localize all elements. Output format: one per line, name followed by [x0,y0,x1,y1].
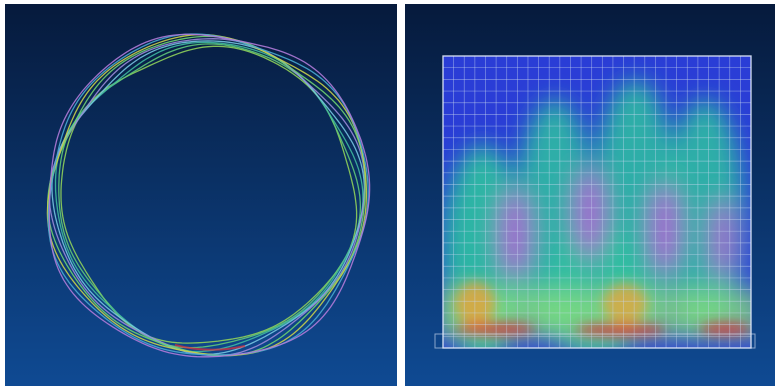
cylinder-mesh-view [405,4,775,386]
ring-mesh-line [60,45,358,344]
ring-mesh-view [5,4,397,386]
ring-mesh-line [48,33,371,358]
mesh-grid [442,55,752,349]
cylinder-side-view-panel [405,4,775,386]
cylinder-base-ring [434,333,756,349]
ring-hot-segment [174,344,246,351]
ring-top-view-panel [5,4,397,386]
ring-mesh [46,33,371,358]
viewport-background [5,4,397,386]
stress-contour [443,56,751,348]
ring-mesh-line [58,43,362,349]
ring-mesh-line [46,33,368,356]
